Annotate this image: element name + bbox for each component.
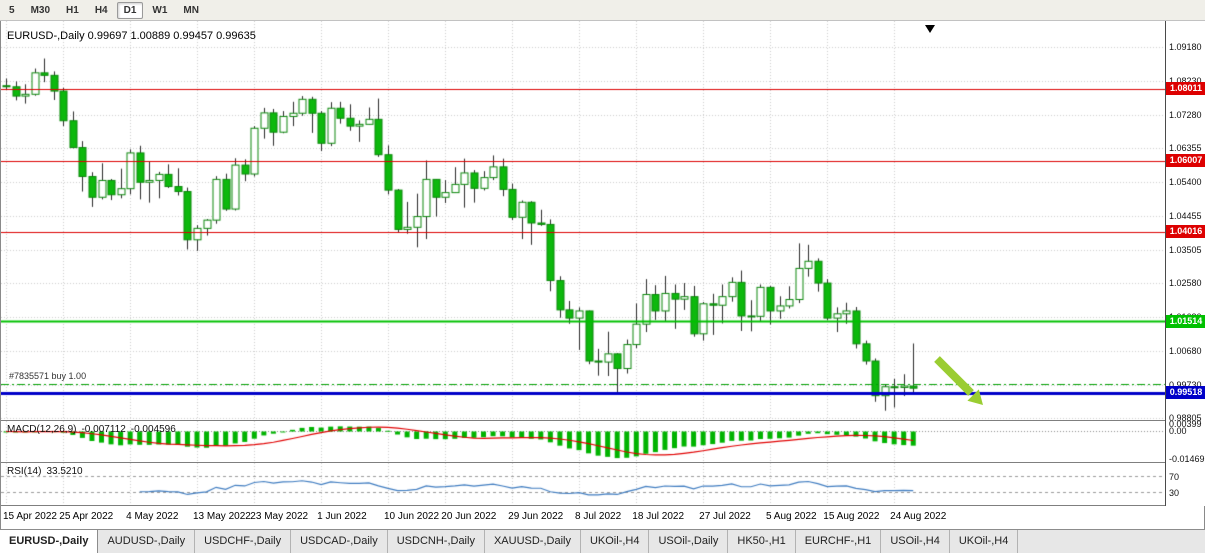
date-axis-label: 5 Aug 2022	[766, 511, 817, 522]
date-axis-label: 18 Jul 2022	[632, 511, 685, 522]
timeframe-button-mn[interactable]: MN	[183, 4, 199, 16]
date-axis-label: 25 Apr 2022	[59, 511, 114, 522]
date-axis-label: 1 Jun 2022	[317, 511, 367, 522]
macd-canvas[interactable]	[1, 421, 1165, 462]
chart-tab-eurchf-h1[interactable]: EURCHF-,H1	[796, 530, 882, 553]
price-axis-label: 0.99730	[1169, 379, 1202, 390]
macd-axis-label: -0.01469	[1169, 454, 1205, 464]
chart-tab-usoil-h4[interactable]: USOil-,H4	[881, 530, 950, 553]
macd-axis-label: 0.00399	[1169, 419, 1202, 429]
date-axis-label: 29 Jun 2022	[508, 511, 564, 522]
price-chart-canvas[interactable]	[1, 21, 1165, 420]
price-axis-label: 1.02580	[1169, 278, 1202, 289]
chart-tab-usoil-daily[interactable]: USOil-,Daily	[649, 530, 729, 553]
timeframe-button-5[interactable]: 5	[9, 4, 15, 16]
rsi-value: 33.5210	[46, 466, 83, 477]
price-axis-label: 1.06355	[1169, 143, 1202, 154]
macd-axis-label: 0.00	[1169, 426, 1187, 437]
rsi-name: RSI(14)	[7, 466, 42, 477]
rsi-axis-label: 30	[1169, 487, 1180, 498]
macd-signal-value: -0.004596	[130, 424, 176, 435]
price-level-badge: 0.99518	[1166, 386, 1205, 400]
date-axis-label: 27 Jul 2022	[699, 511, 751, 522]
price-level-badge: 1.01514	[1166, 314, 1205, 328]
indicator-separator[interactable]	[1, 462, 1205, 463]
price-axis[interactable]: 1.09180 1.08230 1.07280 1.06355 1.05400 1.044…	[1165, 21, 1205, 506]
date-axis[interactable]: 15 Apr 2022 25 Apr 2022 4 May 2022 13 May 2…	[1, 506, 1165, 529]
chart-window: EURUSD-,Daily 0.99697 1.00889 0.99457 0.…	[0, 21, 1205, 529]
down-arrow-annotation[interactable]	[931, 355, 991, 415]
down-arrow-head	[967, 389, 983, 405]
rsi-axis-label: 70	[1169, 471, 1180, 482]
macd-indicator-label: MACD(12,26,9) -0.007112 -0.004596	[7, 424, 181, 435]
timeframe-button-h4[interactable]: H4	[94, 4, 108, 16]
chart-title: EURUSD-,Daily 0.99697 1.00889 0.99457 0.…	[7, 30, 256, 42]
price-axis-label: 1.03505	[1169, 244, 1202, 255]
price-axis-label: 1.04455	[1169, 211, 1202, 222]
symbol-tabbar: EURUSD-,Daily AUDUSD-,Daily USDCHF-,Daily U…	[0, 529, 1205, 553]
down-arrow-shaft	[934, 356, 974, 396]
timeframe-button-d1[interactable]: D1	[116, 1, 144, 19]
date-axis-label: 13 May 2022	[193, 511, 251, 522]
date-axis-label: 8 Jul 2022	[575, 511, 622, 522]
chart-tab-xauusd-daily[interactable]: XAUUSD-,Daily	[485, 530, 581, 553]
order-line-label: #7835571 buy 1.00	[9, 370, 87, 381]
timeframe-toolbar: 5 M30 H1 H4 D1 W1 MN	[0, 0, 1205, 21]
date-axis-label: 23 May 2022	[250, 511, 309, 522]
chart-shift-marker-icon[interactable]	[925, 25, 935, 33]
date-axis-label: 4 May 2022	[126, 511, 179, 522]
timeframe-button-w1[interactable]: W1	[152, 4, 168, 16]
macd-main-value: -0.007112	[81, 424, 126, 435]
date-axis-label: 20 Jun 2022	[441, 511, 497, 522]
price-axis-label: 0.98805	[1169, 413, 1202, 424]
price-level-badge: 1.04016	[1166, 225, 1205, 239]
chart-tab-usdchf-daily[interactable]: USDCHF-,Daily	[195, 530, 292, 553]
rsi-indicator-label: RSI(14) 33.5210	[7, 466, 88, 477]
price-axis-label: 1.08230	[1169, 76, 1202, 87]
date-axis-label: 15 Aug 2022	[823, 511, 880, 522]
chart-tab-usdcnh-daily[interactable]: USDCNH-,Daily	[388, 530, 485, 553]
indicator-separator[interactable]	[1, 505, 1205, 506]
date-axis-label: 24 Aug 2022	[890, 511, 947, 522]
rsi-canvas[interactable]	[1, 463, 1165, 505]
price-axis-label: 1.07280	[1169, 110, 1202, 121]
chart-tab-ukoil-h4[interactable]: UKOil-,H4	[581, 530, 650, 553]
chart-tab-audusd-daily[interactable]: AUDUSD-,Daily	[98, 530, 196, 553]
price-axis-label: 1.00680	[1169, 345, 1202, 356]
price-level-badge: 1.06007	[1166, 154, 1205, 168]
price-level-badge: 1.08011	[1166, 82, 1205, 96]
price-axis-label: 1.09180	[1169, 42, 1202, 53]
date-axis-label: 10 Jun 2022	[384, 511, 440, 522]
chart-tab-usdcad-daily[interactable]: USDCAD-,Daily	[291, 530, 388, 553]
timeframe-button-h1[interactable]: H1	[66, 4, 79, 16]
chart-tab-hk50-h1[interactable]: HK50-,H1	[728, 530, 796, 553]
chart-tab-eurusd-daily[interactable]: EURUSD-,Daily	[0, 530, 99, 553]
indicator-separator[interactable]	[1, 420, 1205, 421]
macd-name: MACD(12,26,9)	[7, 424, 77, 435]
date-axis-label: 15 Apr 2022	[3, 511, 57, 522]
chart-tab-ukoil-h4[interactable]: UKOil-,H4	[950, 530, 1019, 553]
timeframe-button-m30[interactable]: M30	[30, 4, 51, 16]
price-axis-label: 1.05400	[1169, 177, 1202, 188]
